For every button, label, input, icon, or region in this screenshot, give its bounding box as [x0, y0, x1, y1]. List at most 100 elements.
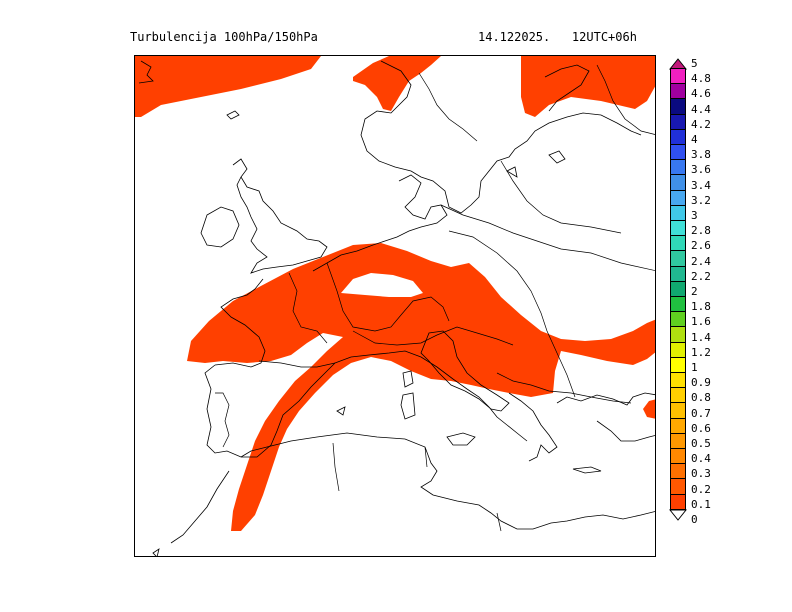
legend-label: 2.6 — [691, 239, 711, 253]
map-title: Turbulencija 100hPa/150hPa — [130, 30, 318, 44]
turbulence-area-north-east — [521, 56, 655, 117]
legend-label: 3.6 — [691, 163, 711, 177]
coastline-great-britain — [232, 158, 328, 274]
coastline-north-africa — [240, 432, 655, 530]
legend-color-swatch — [670, 311, 686, 328]
legend-label: 0.4 — [691, 452, 711, 466]
legend-color-swatch — [670, 220, 686, 237]
border-russia — [596, 64, 655, 135]
legend-label: 3.8 — [691, 148, 711, 162]
legend-color-swatch — [670, 463, 686, 480]
legend-label: 2.2 — [691, 269, 711, 283]
country-borders — [215, 64, 655, 532]
turbulence-area-north-west — [135, 56, 321, 117]
legend-label: 3 — [691, 209, 698, 222]
legend-color-swatch — [670, 98, 686, 115]
legend-color-swatch — [670, 235, 686, 252]
legend-label: 1 — [691, 361, 698, 374]
legend-label: 1.6 — [691, 315, 711, 329]
coastline-balkans — [508, 392, 558, 462]
legend-min-arrow — [669, 509, 687, 521]
legend-color-swatch — [670, 280, 686, 297]
coastline-denmark — [312, 174, 448, 272]
coastline-italy — [420, 330, 510, 412]
legend-label: 4.4 — [691, 102, 711, 116]
legend-color-swatch — [670, 417, 686, 434]
border-alps — [352, 326, 514, 346]
legend-color-swatch — [670, 265, 686, 282]
legend-label: 1.8 — [691, 300, 711, 314]
legend-color-swatch — [670, 204, 686, 221]
legend-color-swatch — [670, 189, 686, 206]
coastline-sicily — [446, 432, 476, 446]
legend-color-swatch — [670, 402, 686, 419]
legend-label: 2 — [691, 285, 698, 298]
valid-time: 14.122025. 12UTC+06h — [478, 30, 637, 44]
legend-label: 1.4 — [691, 330, 711, 344]
legend-color-swatch — [670, 68, 686, 85]
legend-color-swatch — [670, 432, 686, 449]
border-portugal — [215, 392, 230, 448]
coastline-finland — [544, 64, 590, 112]
border-balkans — [496, 372, 632, 404]
legend-label: 0.2 — [691, 482, 711, 496]
legend-label: 4 — [691, 133, 698, 146]
legend-color-swatch — [670, 144, 686, 161]
turbulence-area-north-central — [353, 56, 441, 111]
border-france — [288, 272, 328, 344]
border-spain-france — [258, 360, 336, 368]
legend-label: 0.5 — [691, 437, 711, 450]
map-panel — [134, 55, 656, 557]
legend-label: 0 — [691, 513, 698, 526]
legend-label: 0.8 — [691, 391, 711, 405]
legend-color-swatch — [670, 113, 686, 130]
coastline-norway-top — [138, 60, 154, 84]
legend-label: 0.1 — [691, 497, 711, 511]
coastline-france-atlantic — [214, 278, 266, 368]
coastlines — [138, 60, 655, 556]
legend-label: 4.2 — [691, 117, 711, 131]
coastline-baltic-islands — [506, 150, 566, 178]
legend-color-swatch — [670, 159, 686, 176]
coastline-canary — [152, 548, 160, 556]
turbulence-areas — [135, 56, 655, 531]
legend-color-swatch — [670, 478, 686, 495]
coastline-mediterranean-north — [334, 350, 528, 442]
legend-color-swatch — [670, 448, 686, 465]
legend-color-swatch — [670, 128, 686, 145]
coastline-turkey — [596, 420, 655, 442]
border-germany — [326, 262, 450, 332]
coastline-balearic — [336, 406, 346, 416]
legend-label: 0.9 — [691, 376, 711, 390]
legend-label: 3.4 — [691, 178, 711, 192]
border-central-europe — [448, 230, 576, 398]
coastline-morocco — [170, 470, 230, 544]
legend-color-swatch — [670, 174, 686, 191]
legend-label: 2.4 — [691, 254, 711, 268]
legend-color-swatch — [670, 296, 686, 313]
legend-color-swatch — [670, 83, 686, 100]
legend-color-swatch — [670, 372, 686, 389]
legend-color-swatch — [670, 493, 686, 510]
legend-color-swatch — [670, 341, 686, 358]
coastline-iceland — [226, 110, 240, 120]
turbulence-area-main-band — [187, 243, 655, 531]
legend-label: 0.3 — [691, 467, 711, 481]
border-poland — [440, 204, 655, 271]
coastline-scandinavia — [360, 60, 642, 214]
legend-label: 5 — [691, 57, 698, 70]
legend-label: 4.8 — [691, 72, 711, 86]
legend-color-swatch — [670, 326, 686, 343]
coastline-crete — [572, 466, 602, 474]
coastline-ireland — [200, 206, 240, 248]
legend-label: 2.8 — [691, 224, 711, 238]
legend-color-swatch — [670, 250, 686, 267]
legend-color-swatch — [670, 356, 686, 373]
legend-label: 3.2 — [691, 193, 711, 207]
legend-label: 0.6 — [691, 421, 711, 435]
border-baltics — [500, 160, 622, 234]
turbulence-map — [135, 56, 655, 556]
turbulence-area-east-small — [643, 399, 655, 419]
border-scandinavia — [418, 72, 478, 142]
coastline-greece-aegean — [556, 392, 655, 406]
